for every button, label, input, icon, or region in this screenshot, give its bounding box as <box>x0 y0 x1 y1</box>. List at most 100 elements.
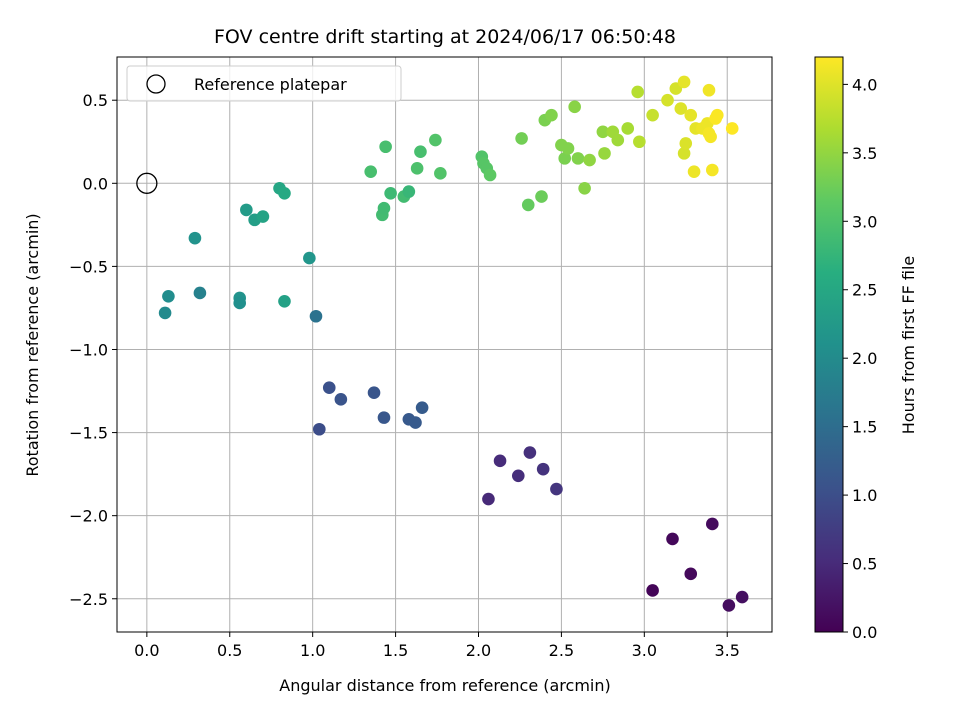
data-point <box>646 108 659 122</box>
data-point <box>631 85 644 99</box>
data-point <box>158 306 172 320</box>
colorbar-tick-label: 2.5 <box>852 281 877 300</box>
y-tick-label: 0.5 <box>83 91 108 110</box>
data-point <box>434 167 447 180</box>
data-point <box>493 454 507 468</box>
data-point <box>722 599 736 612</box>
data-point <box>410 162 424 175</box>
data-point <box>240 203 253 217</box>
x-tick-label: 1.5 <box>383 641 408 660</box>
y-tick-label: 0.0 <box>83 174 108 193</box>
data-point <box>596 125 610 139</box>
data-point <box>687 165 701 178</box>
colorbar: 0.0 0.5 1.0 1.5 2.0 2.5 3.0 3.5 4.0 Hours from f… <box>814 56 918 642</box>
x-axis-label: Angular distance from reference (arcmin) <box>279 676 610 695</box>
data-point <box>706 517 719 531</box>
data-point <box>571 152 585 165</box>
data-point <box>409 416 422 429</box>
colorbar-tick-label: 3.0 <box>852 212 877 231</box>
data-point <box>482 492 495 506</box>
colorbar-tick-label: 2.0 <box>852 349 877 368</box>
data-point <box>523 446 537 459</box>
data-point <box>379 140 392 154</box>
colorbar-label: Hours from first FF file <box>899 256 918 435</box>
colorbar-ticks: 0.0 0.5 1.0 1.5 2.0 2.5 3.0 3.5 4.0 <box>843 75 877 642</box>
data-point <box>256 210 270 223</box>
data-point <box>583 153 596 167</box>
x-tick-label: 0.5 <box>217 641 242 660</box>
y-tick-label: −1.0 <box>69 340 108 359</box>
data-point <box>735 590 749 604</box>
data-point <box>677 147 691 160</box>
x-axis-ticks: 0.0 0.5 1.0 1.5 2.0 2.5 3.0 3.5 <box>134 632 740 660</box>
data-point <box>535 190 548 203</box>
data-point <box>702 83 716 97</box>
data-point <box>550 482 563 496</box>
y-tick-label: −2.0 <box>69 507 108 526</box>
data-point <box>704 130 717 144</box>
data-point <box>377 411 391 424</box>
data-point <box>611 133 625 147</box>
legend-marker-hollow-circle <box>146 74 166 94</box>
x-tick-label: 3.0 <box>632 641 657 660</box>
y-tick-label: −0.5 <box>69 257 108 276</box>
plot-frame <box>116 56 773 633</box>
data-point <box>377 201 391 215</box>
chart-title: FOV centre drift starting at 2024/06/17 … <box>214 26 676 48</box>
data-point <box>725 122 739 135</box>
data-point <box>483 168 497 182</box>
data-point <box>536 462 550 476</box>
data-point <box>561 142 575 155</box>
colorbar-tick-label: 4.0 <box>852 75 877 94</box>
data-point <box>511 469 525 483</box>
data-point <box>558 152 572 165</box>
data-point <box>278 294 291 308</box>
data-point <box>674 102 688 115</box>
data-point <box>684 108 698 122</box>
colorbar-tick-label: 3.5 <box>852 144 877 163</box>
data-point <box>521 198 535 212</box>
data-point <box>666 532 679 546</box>
data-point <box>677 75 691 89</box>
grid-lines <box>117 57 772 632</box>
data-points <box>158 75 749 612</box>
reference-marker-layer <box>136 172 158 194</box>
data-point <box>309 309 323 323</box>
data-point <box>621 122 635 135</box>
y-axis-label: Rotation from reference (arcmin) <box>23 213 42 476</box>
legend: Reference platepar <box>126 65 402 102</box>
y-tick-label: −1.5 <box>69 424 108 443</box>
x-tick-label: 2.5 <box>549 641 574 660</box>
colorbar-tick-label: 1.5 <box>852 418 877 437</box>
data-point <box>364 165 378 178</box>
data-point <box>661 93 674 107</box>
legend-box <box>126 65 402 102</box>
data-point <box>684 567 698 581</box>
data-point <box>646 584 659 597</box>
data-point <box>233 296 247 310</box>
data-point <box>598 147 611 160</box>
data-point <box>303 251 316 265</box>
data-point <box>633 135 646 149</box>
data-point <box>429 133 442 147</box>
data-point <box>402 185 416 198</box>
data-point <box>367 386 381 399</box>
colorbar-gradient <box>814 56 844 633</box>
data-point <box>384 186 397 200</box>
colorbar-tick-label: 1.0 <box>852 486 877 505</box>
data-point <box>545 108 558 122</box>
data-point <box>162 290 175 303</box>
x-tick-label: 0.0 <box>134 641 159 660</box>
data-point <box>679 137 693 150</box>
data-point <box>706 163 719 177</box>
x-tick-label: 2.0 <box>466 641 491 660</box>
data-point <box>568 100 581 114</box>
data-point <box>414 145 427 159</box>
y-tick-label: −2.5 <box>69 590 108 609</box>
data-point <box>710 108 724 122</box>
data-point <box>313 422 326 436</box>
legend-label: Reference platepar <box>194 75 347 94</box>
data-point <box>334 393 348 406</box>
colorbar-tick-label: 0.0 <box>852 623 877 642</box>
